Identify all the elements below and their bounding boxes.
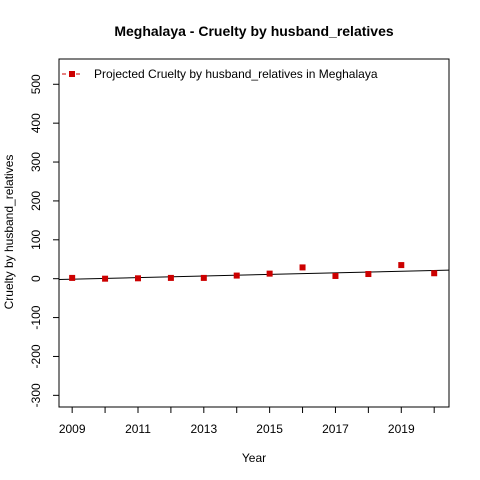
x-tick-label: 2013	[190, 422, 217, 436]
legend-marker	[69, 71, 75, 77]
y-tick-label: -200	[29, 344, 43, 368]
x-tick-label: 2019	[388, 422, 415, 436]
legend-entry: Projected Cruelty by husband_relatives i…	[94, 67, 378, 81]
data-point	[233, 272, 240, 279]
y-tick-label: 0	[29, 275, 43, 282]
data-point	[69, 274, 76, 281]
y-tick-label: 300	[29, 152, 43, 172]
legend: Projected Cruelty by husband_relatives i…	[62, 67, 378, 81]
plot-frame	[58, 58, 450, 408]
x-tick-label: 2009	[59, 422, 86, 436]
data-point	[398, 262, 405, 269]
y-axis-label: Cruelty by husband_relatives	[2, 155, 16, 310]
chart-title: Meghalaya - Cruelty by husband_relatives	[114, 23, 394, 39]
data-points	[69, 262, 438, 282]
data-point	[200, 274, 207, 281]
y-axis: -300 -200 -100 0 100 200 300 400 500	[29, 74, 59, 407]
y-tick-label: 100	[29, 229, 43, 249]
data-point	[365, 271, 372, 278]
data-point	[299, 264, 306, 271]
y-tick-label: -100	[29, 305, 43, 329]
y-tick-label: 400	[29, 113, 43, 133]
x-axis: 2009 2011 2013 2015 2017 2019	[59, 407, 435, 436]
data-point	[266, 270, 273, 277]
data-point	[431, 270, 438, 277]
data-point	[102, 275, 109, 282]
x-tick-label: 2015	[256, 422, 283, 436]
data-point	[167, 274, 174, 281]
x-tick-label: 2011	[125, 422, 151, 436]
y-tick-label: -300	[29, 383, 43, 407]
trend-line	[58, 269, 450, 280]
y-tick-label: 500	[29, 74, 43, 94]
x-tick-label: 2017	[322, 422, 349, 436]
data-point	[134, 275, 141, 282]
y-tick-label: 200	[29, 191, 43, 211]
x-axis-label: Year	[242, 451, 266, 465]
data-point	[332, 272, 339, 279]
trend-line-group	[58, 269, 450, 280]
